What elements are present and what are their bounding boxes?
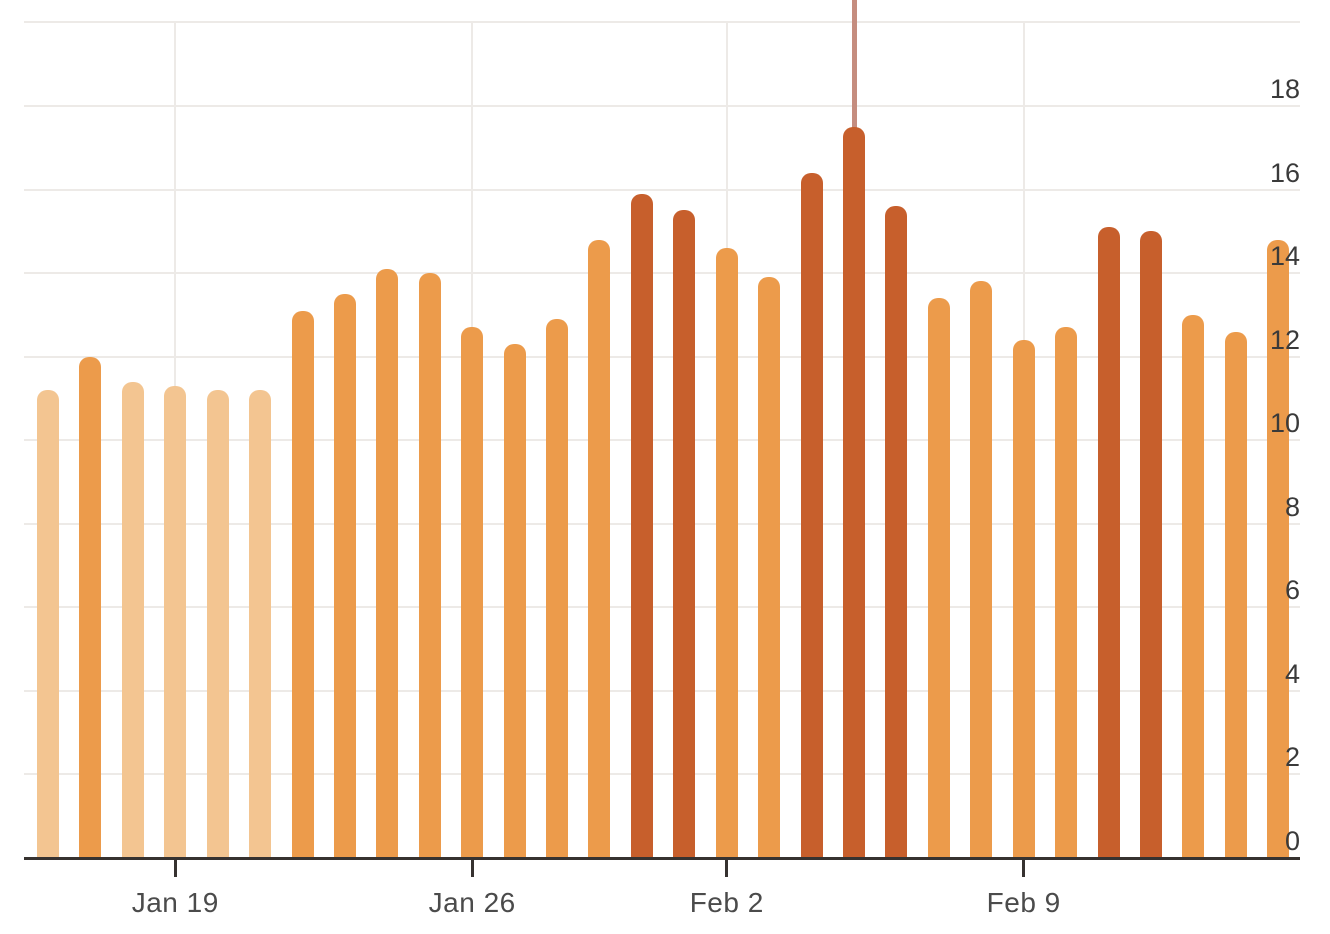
bar-16[interactable] [673,210,696,858]
bar-26[interactable] [1097,227,1120,858]
bar-18[interactable] [758,277,781,858]
bar-25[interactable] [1055,327,1078,858]
x-tick [173,859,177,877]
h-gridline-18 [24,104,1300,107]
x-tick [470,859,474,877]
bar-28[interactable] [1182,314,1205,858]
y-tick-label: 8 [1284,491,1300,522]
x-tick-label: Feb 9 [986,887,1061,918]
bar-21[interactable] [885,206,908,858]
bar-6[interactable] [249,390,272,858]
bar-9[interactable] [376,268,399,858]
bar-20[interactable] [843,126,866,858]
h-gridline-8 [24,522,1300,525]
x-axis-line [24,856,1300,860]
h-gridline-2 [24,773,1300,776]
bar-17[interactable] [715,248,738,858]
bar-7[interactable] [291,310,314,858]
bar-29[interactable] [1224,331,1247,858]
h-gridline-4 [24,689,1300,692]
bar-24[interactable] [1012,339,1035,858]
x-tick [1022,859,1026,877]
y-tick-label: 12 [1269,324,1300,355]
x-tick-label: Jan 19 [131,887,219,918]
y-tick-label: 0 [1284,826,1300,856]
bar-27[interactable] [1139,231,1162,858]
bar-23[interactable] [970,281,993,858]
h-gridline-12 [24,355,1300,358]
bar-11[interactable] [461,327,484,858]
h-gridline-10 [24,439,1300,442]
bar-30[interactable] [1267,239,1290,858]
h-gridline-16 [24,188,1300,191]
y-tick-label: 14 [1269,241,1300,272]
axis-pointer-line [851,0,857,135]
y-tick-label: 4 [1284,658,1300,689]
bar-5[interactable] [206,390,229,858]
bar-12[interactable] [503,344,526,858]
x-tick-label: Jan 26 [428,887,516,918]
bar-8[interactable] [333,293,356,858]
h-gridline-6 [24,606,1300,609]
bar-13[interactable] [546,319,569,858]
bar-3[interactable] [121,381,144,858]
bar-19[interactable] [800,172,823,858]
bar-10[interactable] [418,273,441,858]
y-tick-label: 16 [1269,157,1300,188]
y-tick-label: 18 [1269,73,1300,104]
y-tick-label: 2 [1284,742,1300,773]
bar-1[interactable] [37,390,59,858]
bar-22[interactable] [927,298,950,858]
bar-14[interactable] [588,239,611,858]
bar-4[interactable] [164,385,187,858]
bar-15[interactable] [630,193,653,858]
y-tick-label: 6 [1284,575,1300,606]
y-tick-label: 10 [1269,408,1300,439]
bar-2[interactable] [79,356,102,858]
h-gridline-20 [24,21,1300,24]
x-tick-label: Feb 2 [689,887,764,918]
x-tick [725,859,729,877]
h-gridline-14 [24,272,1300,275]
